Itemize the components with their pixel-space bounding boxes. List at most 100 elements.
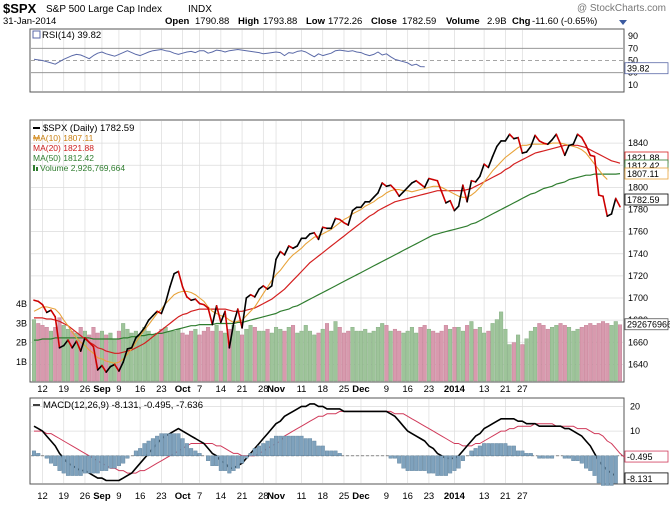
volume-bar: [197, 334, 202, 382]
rsi-legend-swatch: [32, 30, 41, 39]
volume-bar: [269, 332, 274, 382]
volume-bar: [324, 323, 330, 382]
macd-hist-bar: [550, 455, 555, 459]
volume-last-value: 2926769664: [627, 320, 670, 330]
volume-bar: [303, 325, 308, 382]
legend-ma20: MA(20) 1821.88: [33, 143, 94, 153]
macd-hist-bar: [104, 455, 109, 471]
price-segment: [491, 145, 498, 158]
macd-hist-bar: [197, 453, 202, 457]
macd-hist-bar: [567, 455, 572, 459]
macd-hist-bar: [588, 455, 593, 471]
volume-bar: [78, 327, 83, 382]
macd-hist-bar: [541, 455, 546, 459]
x-axis-label: 9: [116, 491, 121, 502]
volume-bar: [499, 311, 504, 382]
x-axis-label: 23: [424, 384, 435, 395]
x-axis-label: 16: [135, 491, 146, 502]
macd-hist-bar: [180, 438, 185, 457]
volume-bar: [244, 328, 249, 382]
price-segment: [547, 139, 553, 146]
volume-bar: [363, 328, 368, 382]
price-segment: [453, 205, 460, 212]
price-segment: [241, 297, 248, 329]
volume-bar: [40, 325, 45, 382]
macd-hist-bar: [452, 455, 457, 471]
volume-bar: [282, 330, 287, 382]
price-segment: [283, 245, 290, 256]
macd-hist-bar: [61, 455, 66, 474]
price-segment: [487, 155, 494, 169]
dropdown-triangle-icon[interactable]: [619, 20, 627, 25]
price-segment: [402, 186, 409, 193]
macd-hist-bar: [227, 455, 232, 474]
price-segment: [147, 314, 154, 321]
volume-bar: [252, 327, 257, 382]
exchange-label: INDX: [188, 4, 212, 15]
volume-bar: [248, 325, 253, 382]
price-segment: [71, 340, 78, 349]
volume-bar: [206, 327, 211, 382]
price-segment: [181, 286, 188, 298]
price-segment: [483, 163, 490, 169]
volume-bar: [426, 328, 431, 382]
volume-bar: [184, 334, 189, 382]
x-axis-label: 19: [58, 491, 69, 502]
macd-hist-bar: [155, 435, 160, 457]
macd-hist-bar: [282, 435, 287, 457]
macd-hist-bar: [206, 455, 211, 461]
macd-hist-bar: [469, 450, 474, 457]
volume-bar: [452, 327, 457, 382]
price-segment: [555, 133, 562, 146]
volume-bar: [87, 334, 92, 382]
volume-bar: [53, 327, 58, 382]
x-axis-label: Sep: [93, 384, 111, 395]
price-tick-label: 1760: [628, 227, 648, 237]
volume-bar: [448, 328, 453, 382]
volume-bar: [401, 332, 406, 382]
volume-bar: [596, 323, 601, 382]
quote-date: 31-Jan-2014: [3, 16, 56, 27]
price-segment: [105, 365, 112, 373]
price-segment: [304, 233, 311, 240]
price-segment: [534, 134, 541, 142]
macd-hist-bar: [252, 448, 257, 457]
x-axis-label: Nov: [267, 384, 286, 395]
x-axis-label: Oct: [175, 491, 192, 502]
macd-hist-bar: [257, 445, 262, 457]
price-segment: [406, 182, 413, 189]
price-tick-label: 1660: [628, 337, 648, 347]
rsi-last-value-box: [624, 62, 669, 75]
price-segment: [207, 307, 214, 326]
price-segment: [122, 348, 129, 363]
volume-bar: [138, 334, 143, 382]
macd-hist-bar: [231, 455, 236, 471]
x-axis-label: 21: [500, 491, 511, 502]
volume-bar: [350, 327, 355, 382]
volume-bar: [235, 330, 240, 382]
macd-hist-bar: [605, 455, 610, 486]
legend-volume: Volume 2,926,769,664: [40, 163, 125, 173]
volume-bar: [31, 319, 37, 382]
x-axis-label: 28: [258, 491, 269, 502]
x-axis-label: 23: [424, 491, 435, 502]
macd-hist-bar: [78, 455, 83, 476]
macd-hist-bar: [295, 435, 300, 457]
price-segment: [415, 179, 422, 185]
macd-hist-bar: [82, 455, 87, 474]
macd-line: [33, 403, 617, 482]
price-segment: [614, 197, 621, 208]
macd-panel: [29, 397, 625, 485]
macd-hist-bar: [520, 450, 525, 457]
macd-hist-bar: [99, 455, 104, 471]
series-lines: [33, 49, 625, 482]
volume-bar: [358, 330, 363, 382]
axis-labels: 1640166016801700172017401760178018001820…: [16, 31, 670, 502]
symbol-title: $SPX: [3, 1, 37, 16]
macd-hist-bar: [261, 443, 266, 457]
volume-last-value-box: [624, 318, 669, 331]
price-segment: [152, 310, 158, 317]
price-segment: [347, 209, 354, 226]
macd-hist-bar: [214, 455, 219, 466]
volume-bar: [337, 327, 342, 382]
